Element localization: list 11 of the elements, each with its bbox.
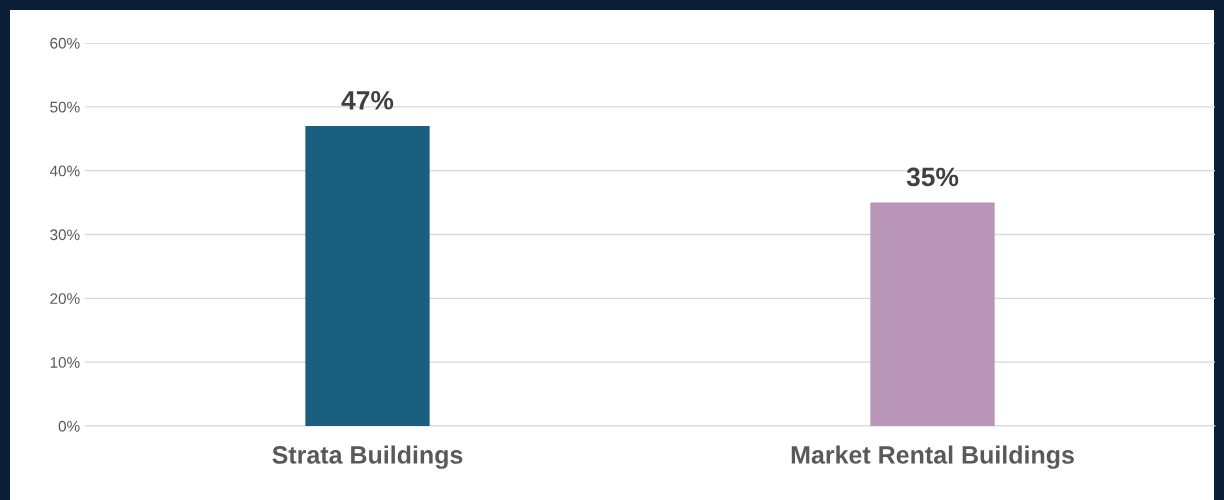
y-tick-label: 10% bbox=[50, 357, 80, 368]
y-tick-label: 50% bbox=[50, 101, 80, 113]
y-tick-label: 40% bbox=[49, 165, 80, 177]
x-tick-label: Strata Buildings bbox=[272, 445, 463, 469]
data-label: 47% bbox=[341, 91, 394, 110]
y-tick-label: 30% bbox=[50, 229, 80, 241]
x-tick-label: Market Rental Buildings bbox=[791, 445, 1074, 469]
y-tick-label: 0% bbox=[58, 420, 80, 432]
y-tick-label: 20% bbox=[50, 293, 80, 305]
y-tick-label: 60% bbox=[50, 37, 80, 49]
data-label: 35% bbox=[906, 167, 959, 187]
